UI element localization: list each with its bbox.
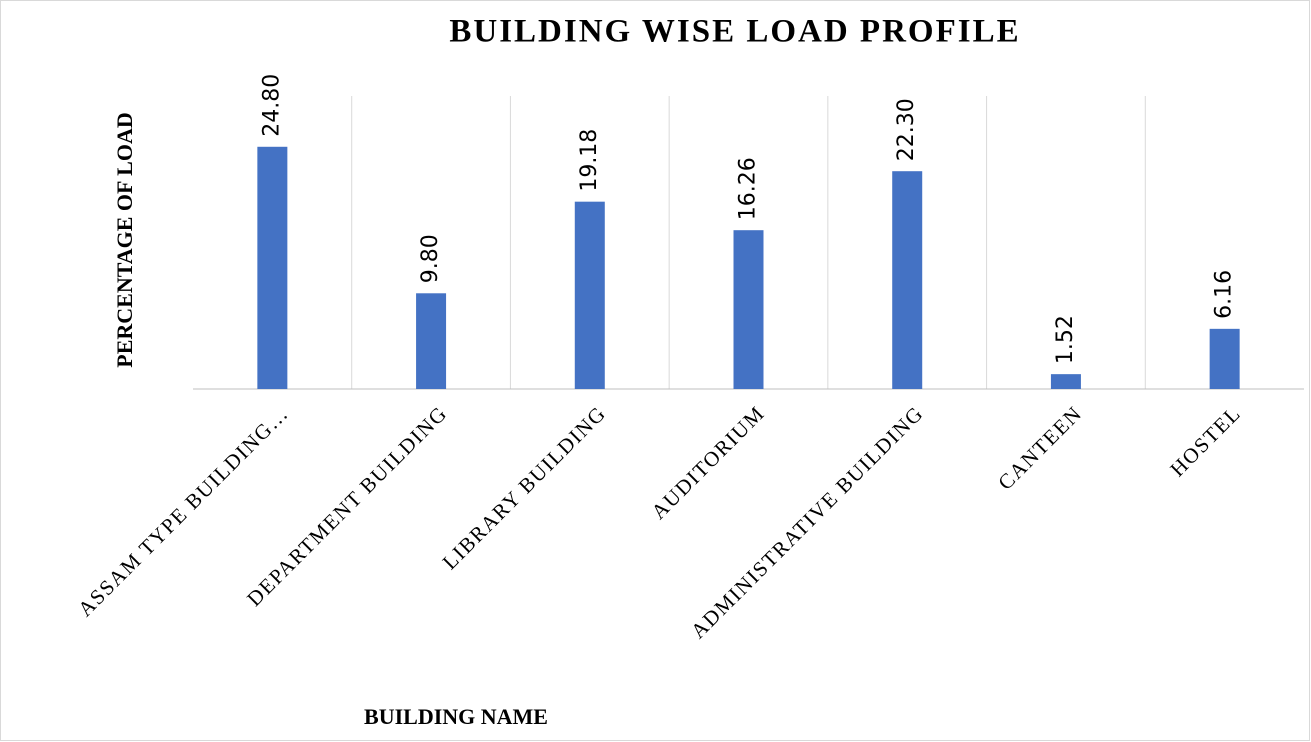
data-label: 22.30 bbox=[894, 98, 919, 161]
data-label: 16.26 bbox=[736, 157, 761, 220]
bar bbox=[892, 171, 923, 389]
bar bbox=[574, 201, 605, 389]
y-axis-label: PERCENTAGE OF LOAD bbox=[112, 112, 137, 367]
bar bbox=[416, 293, 447, 389]
bar bbox=[257, 146, 288, 389]
bar bbox=[1209, 328, 1240, 389]
x-axis-label: BUILDING NAME bbox=[364, 704, 548, 729]
data-label: 1.52 bbox=[1053, 315, 1078, 364]
data-label: 19.18 bbox=[577, 129, 602, 192]
chart-title: BUILDING WISE LOAD PROFILE bbox=[449, 14, 1020, 50]
data-label: 9.80 bbox=[418, 234, 443, 283]
data-label: 6.16 bbox=[1212, 270, 1237, 319]
bar bbox=[733, 230, 764, 389]
bar bbox=[1050, 374, 1081, 389]
data-label: 24.80 bbox=[259, 74, 284, 137]
